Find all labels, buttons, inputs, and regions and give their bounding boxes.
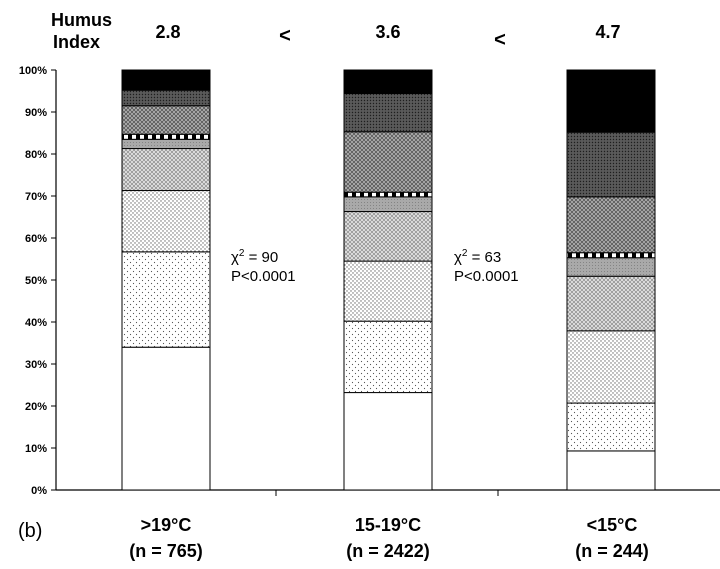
humus-index-0: 2.8 bbox=[155, 22, 180, 42]
x-n-label-0: (n = 765) bbox=[129, 541, 203, 561]
bar-segment-0-8 bbox=[121, 69, 211, 91]
x-n-label-1: (n = 2422) bbox=[346, 541, 430, 561]
bar-segment-2-1 bbox=[566, 402, 656, 452]
comparison-symbol-0: < bbox=[279, 25, 291, 47]
x-label-0: >19°C bbox=[141, 515, 192, 535]
y-tick-label: 70% bbox=[25, 191, 47, 203]
bar-segment-1-0 bbox=[343, 392, 433, 491]
comparison-symbol-1: < bbox=[494, 29, 506, 51]
bar-segment-2-3 bbox=[566, 275, 656, 332]
humus-index-2: 4.7 bbox=[595, 22, 620, 42]
chi-annotation-0: χ2 = 90 bbox=[231, 248, 278, 266]
bar-segment-0-6 bbox=[121, 105, 211, 135]
panel-label: (b) bbox=[18, 520, 42, 542]
x-label-2: <15°C bbox=[587, 515, 638, 535]
bar-segment-1-5 bbox=[343, 191, 433, 198]
bar-segment-0-2 bbox=[121, 190, 211, 253]
bar-segment-1-1 bbox=[343, 320, 433, 394]
bar-segment-2-7 bbox=[566, 131, 656, 198]
y-tick-label: 30% bbox=[25, 359, 47, 371]
p-annotation-1: P<0.0001 bbox=[454, 268, 519, 285]
bar-segment-0-5 bbox=[121, 133, 211, 140]
y-tick-label: 10% bbox=[25, 443, 47, 455]
y-tick-label: 100% bbox=[19, 65, 47, 77]
x-n-label-2: (n = 244) bbox=[575, 541, 649, 561]
y-tick-label: 50% bbox=[25, 275, 47, 287]
bar-segment-2-8 bbox=[566, 69, 656, 133]
x-label-1: 15-19°C bbox=[355, 515, 421, 535]
bar-segment-0-3 bbox=[121, 148, 211, 192]
bar-segment-0-7 bbox=[121, 89, 211, 107]
bar-stacks bbox=[121, 69, 656, 491]
humus-label-line1: Humus bbox=[51, 10, 112, 30]
bar-segment-2-4 bbox=[566, 257, 656, 277]
bar-segment-2-5 bbox=[566, 252, 656, 259]
y-tick-label: 60% bbox=[25, 233, 47, 245]
bar-segment-0-0 bbox=[121, 346, 211, 491]
bar-segment-1-4 bbox=[343, 196, 433, 213]
y-tick-label: 20% bbox=[25, 401, 47, 413]
bar-segment-0-4 bbox=[121, 138, 211, 150]
bar-segment-1-7 bbox=[343, 93, 433, 133]
chi-annotation-1: χ2 = 63 bbox=[454, 248, 501, 266]
bar-segment-1-8 bbox=[343, 69, 433, 95]
x-axis-ticks bbox=[275, 490, 499, 496]
bar-segment-2-2 bbox=[566, 330, 656, 404]
y-tick-label: 80% bbox=[25, 149, 47, 161]
bar-segment-1-6 bbox=[343, 131, 433, 193]
y-axis-ticks: 0% 10% 20% 30% 40% 50% 60% 70% 80% 90% 100% bbox=[19, 65, 56, 497]
bar-segment-2-6 bbox=[566, 196, 656, 254]
humus-index-1: 3.6 bbox=[375, 22, 400, 42]
y-tick-label: 40% bbox=[25, 317, 47, 329]
y-tick-label: 90% bbox=[25, 107, 47, 119]
bar-segment-2-0 bbox=[566, 450, 656, 491]
bar-segment-1-2 bbox=[343, 260, 433, 322]
p-annotation-0: P<0.0001 bbox=[231, 268, 296, 285]
bar-segment-0-1 bbox=[121, 251, 211, 348]
y-tick-label: 0% bbox=[31, 485, 47, 497]
bar-segment-1-3 bbox=[343, 211, 433, 262]
humus-label-line2: Index bbox=[53, 32, 100, 52]
